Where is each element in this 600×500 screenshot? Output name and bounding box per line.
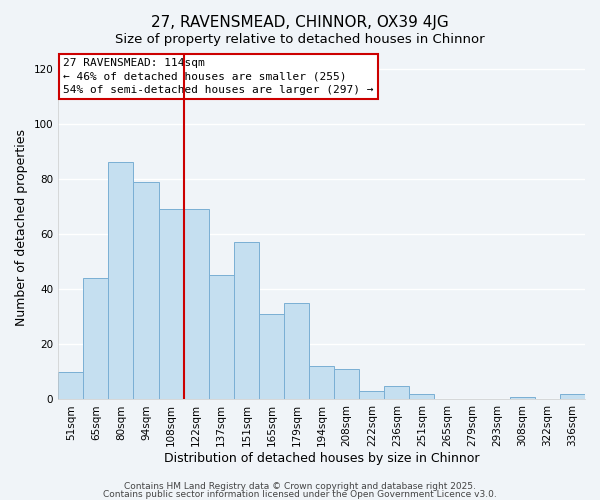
Bar — [209, 276, 234, 400]
Bar — [334, 369, 359, 400]
Text: 27 RAVENSMEAD: 114sqm
← 46% of detached houses are smaller (255)
54% of semi-det: 27 RAVENSMEAD: 114sqm ← 46% of detached … — [64, 58, 374, 95]
Bar — [409, 394, 434, 400]
Bar — [259, 314, 284, 400]
Bar — [309, 366, 334, 400]
Bar — [284, 303, 309, 400]
X-axis label: Distribution of detached houses by size in Chinnor: Distribution of detached houses by size … — [164, 452, 479, 465]
Y-axis label: Number of detached properties: Number of detached properties — [15, 128, 28, 326]
Text: Contains public sector information licensed under the Open Government Licence v3: Contains public sector information licen… — [103, 490, 497, 499]
Bar — [58, 372, 83, 400]
Bar — [234, 242, 259, 400]
Bar — [359, 391, 385, 400]
Text: 27, RAVENSMEAD, CHINNOR, OX39 4JG: 27, RAVENSMEAD, CHINNOR, OX39 4JG — [151, 15, 449, 30]
Bar — [560, 394, 585, 400]
Text: Size of property relative to detached houses in Chinnor: Size of property relative to detached ho… — [115, 32, 485, 46]
Bar — [109, 162, 133, 400]
Bar — [133, 182, 158, 400]
Bar — [385, 386, 409, 400]
Bar — [184, 210, 209, 400]
Text: Contains HM Land Registry data © Crown copyright and database right 2025.: Contains HM Land Registry data © Crown c… — [124, 482, 476, 491]
Bar — [83, 278, 109, 400]
Bar — [510, 396, 535, 400]
Bar — [158, 210, 184, 400]
